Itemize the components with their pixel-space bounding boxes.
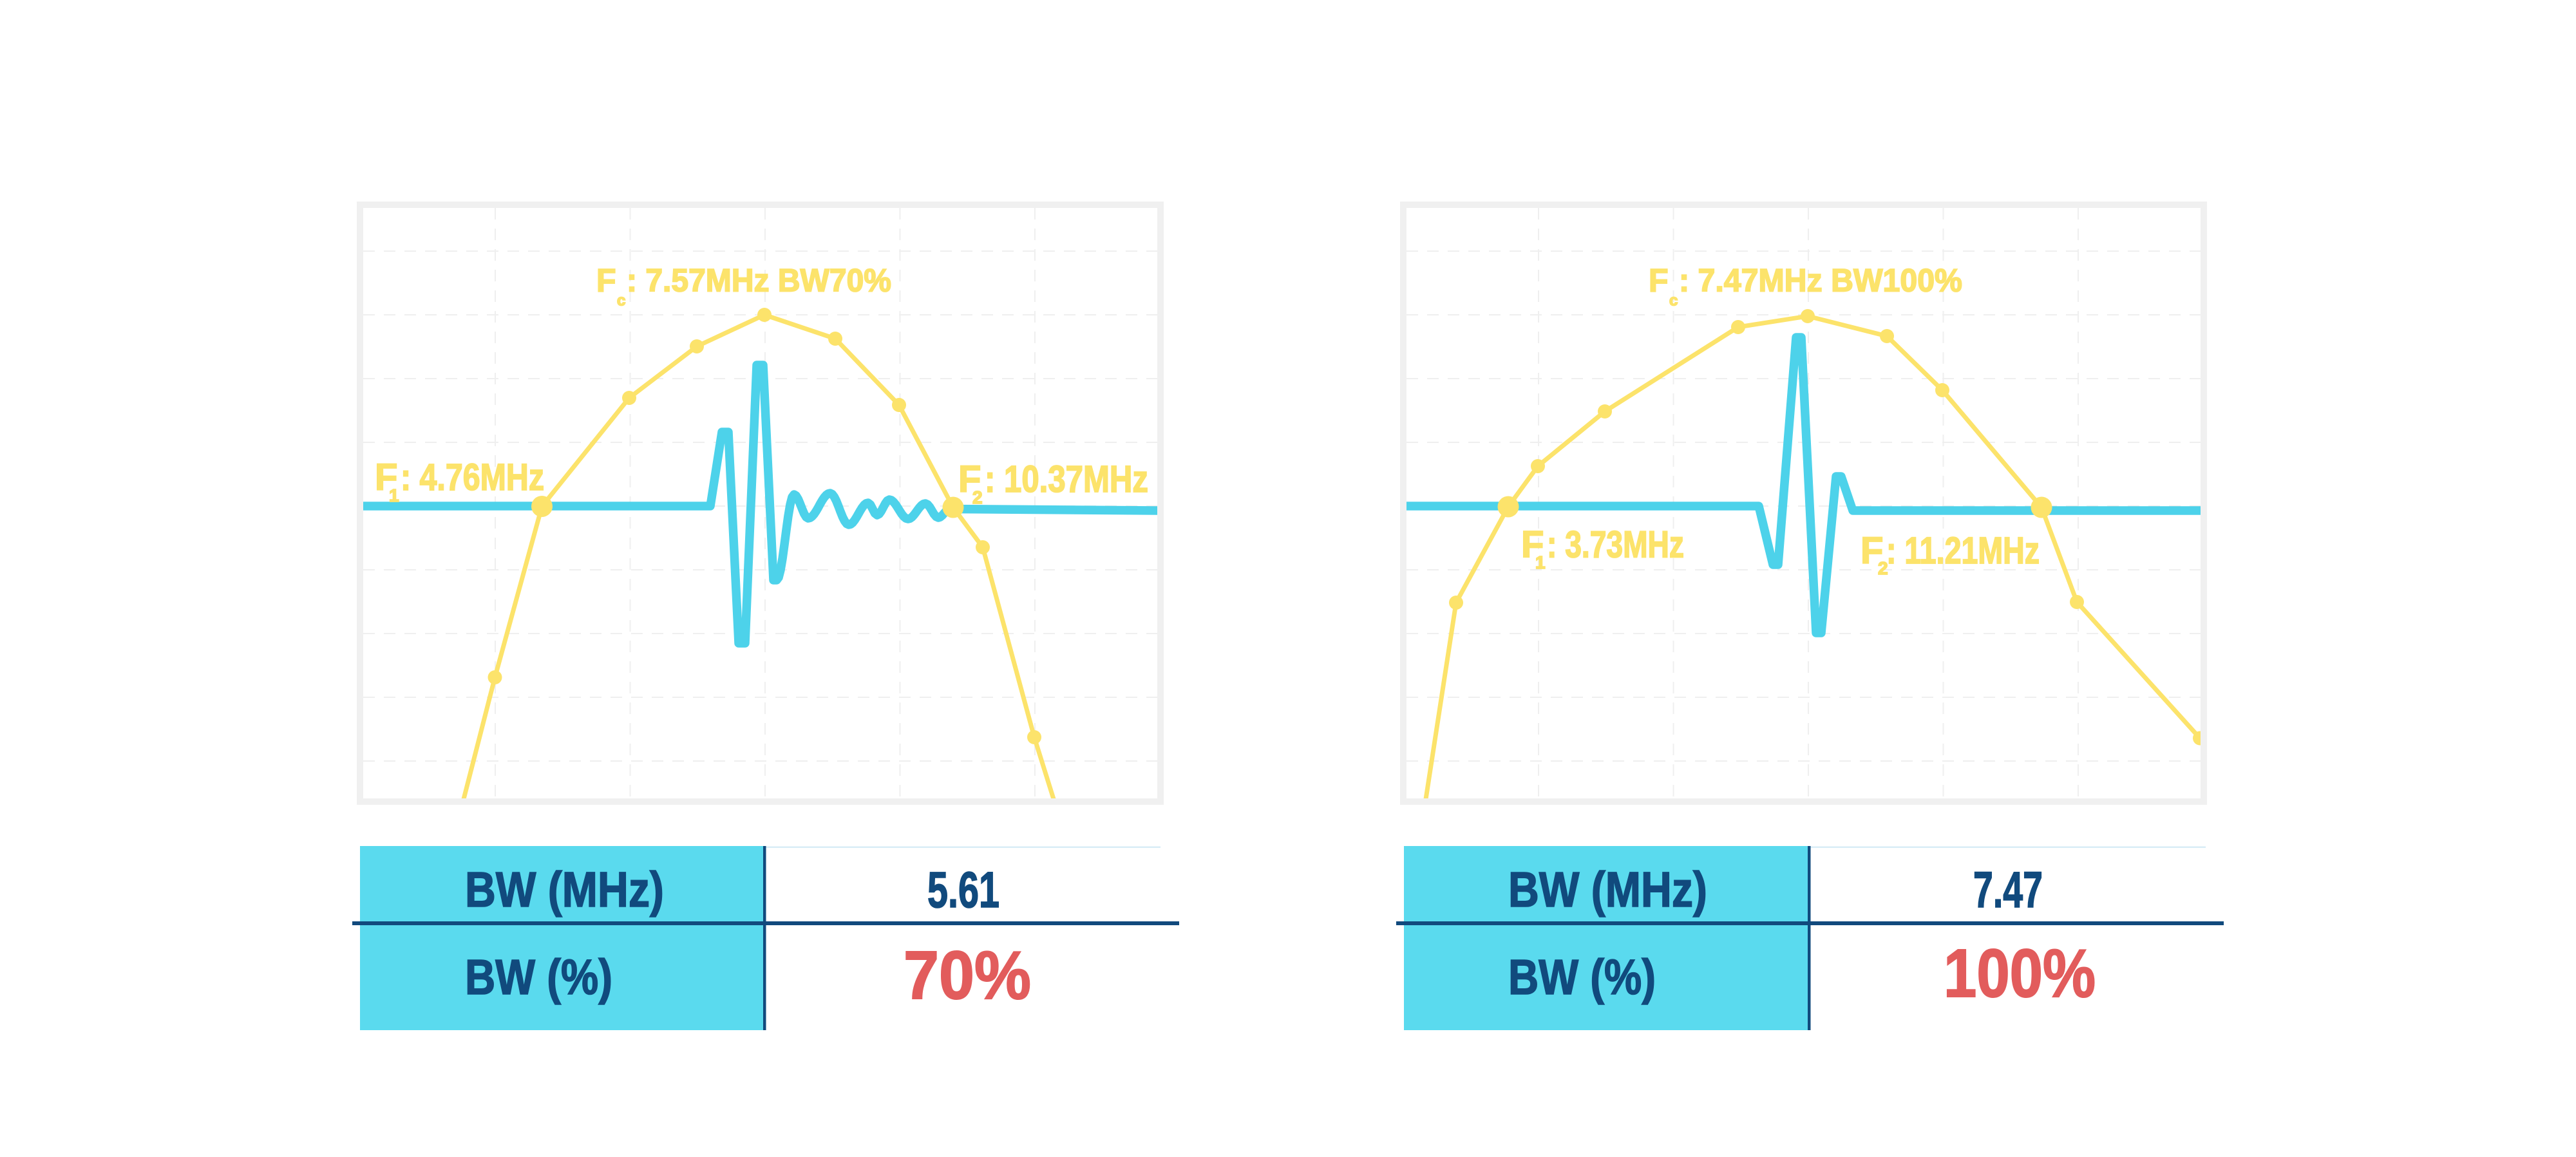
svg-text:: 7.57MHz BW70%: : 7.57MHz BW70%: [627, 263, 891, 299]
svg-text:F: F: [958, 458, 981, 500]
svg-text:: 3.73MHz: : 3.73MHz: [1547, 524, 1684, 566]
svg-text:F: F: [1649, 263, 1669, 299]
svg-text:c: c: [617, 292, 625, 310]
svg-text:1: 1: [1535, 552, 1546, 572]
svg-text:c: c: [1669, 292, 1678, 310]
svg-text:: 7.47MHz BW100%: : 7.47MHz BW100%: [1679, 263, 1962, 299]
svg-text:70%: 70%: [904, 937, 1031, 1013]
svg-text:F: F: [375, 456, 397, 498]
svg-text:F: F: [1861, 530, 1883, 572]
svg-text:5.61: 5.61: [927, 861, 999, 918]
svg-text:: 11.21MHz: : 11.21MHz: [1886, 530, 2040, 572]
svg-text:2: 2: [1878, 558, 1888, 578]
svg-text:: 10.37MHz: : 10.37MHz: [985, 458, 1148, 500]
svg-text:BW (%): BW (%): [1508, 950, 1656, 1005]
svg-text:F: F: [1521, 524, 1544, 566]
svg-text:1: 1: [389, 485, 399, 505]
svg-text:BW (%): BW (%): [465, 950, 612, 1005]
svg-text:F: F: [596, 263, 616, 299]
svg-text:BW (MHz): BW (MHz): [465, 862, 664, 917]
svg-text:BW (MHz): BW (MHz): [1508, 862, 1707, 917]
svg-text:7.47: 7.47: [1973, 861, 2043, 918]
svg-text:: 4.76MHz: : 4.76MHz: [401, 456, 544, 498]
svg-text:2: 2: [972, 487, 983, 507]
svg-text:100%: 100%: [1944, 936, 2096, 1011]
